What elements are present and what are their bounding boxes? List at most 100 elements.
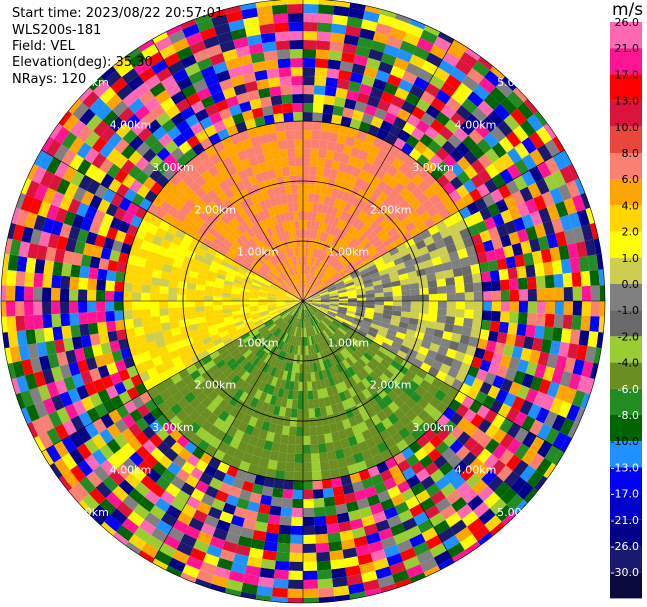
velocity-gate (201, 193, 213, 206)
velocity-gate (307, 390, 314, 400)
velocity-gate (298, 336, 302, 346)
velocity-gate (353, 349, 364, 359)
noise-gate (165, 25, 183, 37)
velocity-gate (289, 175, 297, 185)
velocity-gate (309, 166, 318, 176)
velocity-gate (344, 279, 354, 285)
velocity-gate (312, 344, 317, 354)
velocity-gate (222, 367, 233, 378)
velocity-gate (308, 307, 315, 316)
velocity-gate (310, 435, 319, 445)
noise-gate (168, 29, 186, 45)
velocity-gate (258, 289, 269, 294)
velocity-gate (191, 204, 203, 217)
velocity-gate (437, 246, 449, 257)
noise-gate (168, 527, 185, 542)
velocity-gate (292, 202, 299, 212)
velocity-gate (314, 220, 320, 231)
noise-gate (102, 110, 119, 127)
noise-gate (156, 441, 171, 455)
velocity-gate (265, 344, 274, 354)
velocity-gate (240, 346, 250, 356)
noise-gate (490, 459, 506, 476)
noise-gate (562, 272, 573, 288)
noise-gate (441, 447, 456, 462)
colorbar-swatch (610, 388, 642, 415)
velocity-gate (303, 292, 307, 301)
noise-gate (248, 43, 264, 55)
velocity-gate (365, 333, 376, 342)
velocity-gate (298, 256, 302, 266)
velocity-gate (346, 397, 357, 408)
velocity-gate (313, 193, 320, 204)
noise-gate (64, 182, 79, 199)
velocity-gate (316, 166, 325, 177)
velocity-gate (207, 200, 219, 212)
noise-gate (375, 519, 391, 533)
velocity-gate (324, 349, 332, 359)
velocity-gate (193, 375, 206, 386)
noise-gate (478, 508, 496, 525)
velocity-gate (168, 349, 180, 360)
velocity-gate (428, 307, 438, 316)
velocity-gate (321, 204, 329, 215)
noise-gate (70, 119, 87, 138)
velocity-gate (311, 276, 317, 286)
noise-gate (303, 579, 319, 589)
noise-gate (410, 461, 425, 475)
velocity-gate (306, 318, 310, 328)
noise-gate (322, 487, 334, 498)
noise-gate (529, 149, 545, 166)
noise-gate (498, 321, 509, 334)
noise-gate (276, 49, 291, 60)
velocity-gate (457, 342, 469, 354)
velocity-gate (276, 461, 287, 472)
noise-gate (6, 285, 16, 301)
noise-gate (76, 443, 92, 460)
velocity-gate (290, 266, 295, 276)
noise-gate (519, 399, 534, 416)
noise-gate (551, 260, 563, 275)
noise-gate (74, 240, 86, 255)
noise-gate (318, 596, 335, 603)
velocity-gate (247, 252, 257, 262)
noise-gate (325, 77, 339, 88)
noise-gate (146, 51, 164, 68)
noise-gate (391, 18, 410, 33)
velocity-gate (262, 363, 271, 374)
noise-gate (397, 459, 411, 473)
velocity-gate (276, 339, 283, 350)
radial-spoke (151, 39, 304, 302)
velocity-gate (330, 403, 340, 415)
velocity-gate (407, 380, 420, 392)
velocity-gate (297, 345, 301, 355)
velocity-gate (303, 184, 310, 194)
velocity-gate (305, 354, 310, 364)
velocity-gate (280, 260, 287, 270)
velocity-gate (303, 229, 307, 239)
velocity-gate (270, 366, 278, 377)
noise-gate (536, 301, 546, 314)
noise-gate (513, 370, 526, 385)
velocity-gate (150, 316, 161, 325)
velocity-gate (295, 157, 303, 167)
velocity-gate (350, 228, 360, 239)
velocity-gate (293, 327, 298, 337)
velocity-gate (312, 257, 317, 267)
noise-gate (427, 448, 442, 462)
noise-gate (164, 448, 179, 462)
velocity-gate (282, 203, 289, 213)
velocity-gate (399, 414, 412, 427)
velocity-gate (378, 247, 389, 256)
velocity-gate (431, 231, 443, 243)
noise-gate (534, 262, 545, 277)
velocity-gate (364, 457, 377, 470)
noise-gate (144, 74, 161, 90)
velocity-gate (182, 173, 195, 187)
velocity-gate (254, 172, 265, 184)
noise-gate (215, 99, 229, 112)
noise-gate (477, 531, 494, 546)
noise-gate (516, 228, 530, 243)
velocity-gate (287, 202, 294, 213)
velocity-gate (354, 432, 366, 444)
